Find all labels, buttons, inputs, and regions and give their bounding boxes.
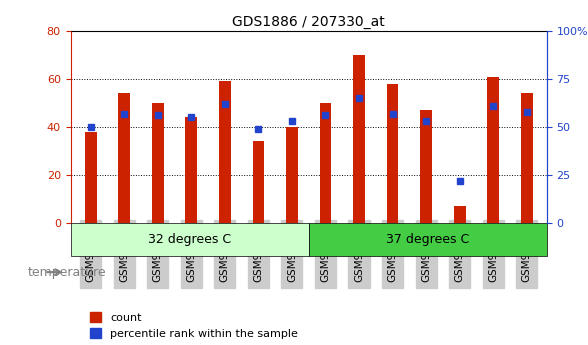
Bar [521, 93, 533, 223]
Text: 37 degrees C: 37 degrees C [386, 233, 469, 246]
Bar [353, 55, 365, 223]
FancyBboxPatch shape [71, 223, 309, 256]
Text: 32 degrees C: 32 degrees C [148, 233, 231, 246]
Bar [454, 206, 466, 223]
Bar [387, 84, 399, 223]
Bar [118, 93, 130, 223]
Bar [85, 132, 96, 223]
Bar [487, 77, 499, 223]
Bar [420, 110, 432, 223]
FancyBboxPatch shape [309, 223, 547, 256]
Bar [252, 141, 264, 223]
Title: GDS1886 / 207330_at: GDS1886 / 207330_at [232, 14, 385, 29]
Bar [286, 127, 298, 223]
Bar [185, 117, 197, 223]
Bar [320, 103, 332, 223]
Bar [219, 81, 230, 223]
Bar [152, 103, 163, 223]
Text: temperature: temperature [28, 266, 106, 279]
Legend: count, percentile rank within the sample: count, percentile rank within the sample [86, 307, 302, 343]
